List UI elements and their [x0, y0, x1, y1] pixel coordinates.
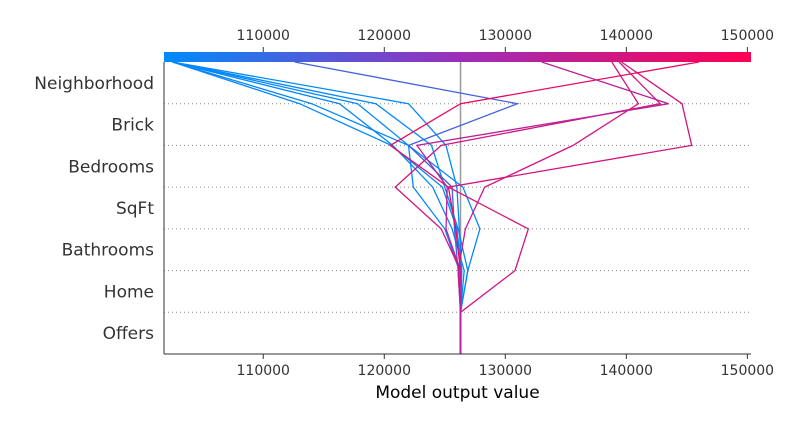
feature-label: Bathrooms [62, 241, 154, 261]
top-tick-label: 120000 [358, 28, 411, 44]
decision-line [446, 61, 693, 354]
bottom-axis: 110000 120000 130000 140000 150000 [237, 354, 774, 379]
decision-line [172, 61, 481, 354]
feature-label: Bedrooms [68, 157, 154, 177]
decision-line [415, 61, 669, 354]
top-tick-label: 140000 [600, 28, 653, 44]
top-tick-label: 150000 [721, 28, 774, 44]
bottom-tick-label: 150000 [721, 363, 774, 379]
top-tick-label: 110000 [237, 28, 290, 44]
feature-label: SqFt [116, 199, 154, 219]
bottom-tick-label: 110000 [237, 363, 290, 379]
bottom-tick-label: 140000 [600, 363, 653, 379]
feature-label: Brick [111, 116, 154, 136]
feature-label: Home [104, 282, 154, 302]
decision-lines [172, 61, 700, 354]
decision-line [172, 61, 469, 354]
top-axis: 110000 120000 130000 140000 150000 [237, 28, 774, 52]
feature-label: Neighborhood [34, 74, 154, 94]
bottom-tick-label: 120000 [358, 363, 411, 379]
top-tick-label: 130000 [479, 28, 532, 44]
feature-label: Offers [103, 324, 155, 344]
x-axis-title: Model output value [375, 383, 539, 403]
decision-line [172, 61, 465, 354]
feature-labels: Neighborhood Brick Bedrooms SqFt Bathrooms Ho… [34, 74, 154, 344]
decision-line [394, 61, 662, 354]
decision-line [457, 61, 640, 354]
decision-line [294, 61, 520, 354]
colorbar [164, 52, 751, 62]
bottom-tick-label: 130000 [479, 363, 532, 379]
